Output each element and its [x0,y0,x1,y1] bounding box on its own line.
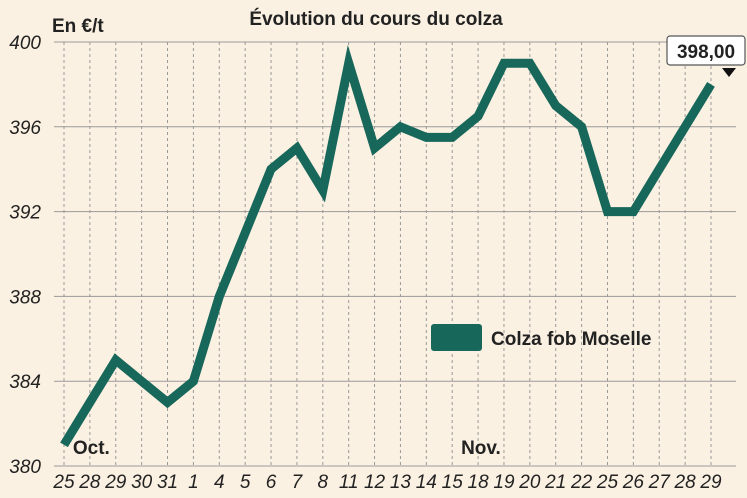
x-tick-label: 8 [318,472,329,493]
last-value-callout: 398,00 [666,35,746,77]
y-tick-label: 388 [9,287,41,308]
y-axis-label: En €/t [52,16,104,37]
legend-label: Colza fob Moselle [491,329,651,350]
x-tick-label: 30 [131,472,153,493]
x-tick-label: 22 [570,472,593,493]
x-tick-label: 19 [493,472,515,493]
month-labels: Oct. Nov. [73,438,501,459]
x-tick-label: 25 [52,472,75,493]
x-tick-label: 12 [364,472,386,493]
x-tick-label: 5 [240,472,251,493]
x-tick-label: 29 [699,472,722,493]
x-tick-label: 18 [468,472,490,493]
y-tick-label: 400 [9,33,41,54]
y-tick-label: 384 [9,372,41,393]
y-tick-label: 380 [9,457,41,478]
month-label: Oct. [73,438,110,459]
x-tick-label: 13 [390,472,412,493]
y-tick-label: 392 [9,203,41,224]
chart-title: Évolution du cours du colza [249,8,503,30]
x-tick-label: 15 [442,472,464,493]
y-tick-labels: 380 384 388 392 396 400 [9,33,41,478]
vertical-gridlines [63,42,712,466]
x-tick-label: 29 [104,472,127,493]
callout-box [666,35,746,66]
x-tick-label: 21 [544,472,566,493]
x-tick-label: 31 [157,472,178,493]
legend-swatch [431,324,482,351]
y-tick-label: 396 [9,118,41,139]
month-label: Nov. [461,438,501,459]
x-tick-label: 27 [648,472,672,493]
x-tick-label: 20 [518,472,541,493]
x-tick-label: 1 [188,472,199,493]
x-tick-label: 28 [78,472,101,493]
callout-pointer [722,68,736,77]
series-layer [60,44,715,448]
x-tick-label: 11 [339,472,359,493]
callout-text: 398,00 [677,42,735,63]
x-tick-label: 25 [596,472,619,493]
x-tick-label: 26 [622,472,645,493]
legend: Colza fob Moselle [431,324,651,351]
x-tick-label: 7 [292,472,304,493]
x-tick-label: 28 [674,472,697,493]
x-tick-label: 6 [266,472,277,493]
series-line [60,44,715,448]
x-tick-label: 14 [416,472,437,493]
x-tick-label: 4 [214,472,225,493]
x-tick-labels: 25 28 29 30 31 1 4 5 6 7 8 11 12 13 14 15 18 19 20 21 22 25 26… [52,472,722,493]
